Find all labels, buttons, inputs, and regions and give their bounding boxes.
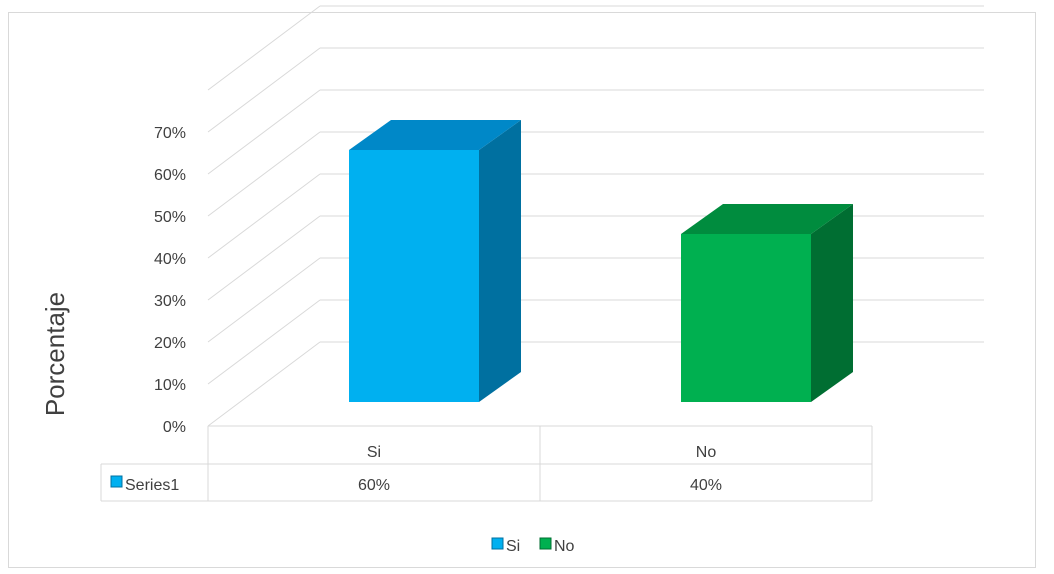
y-tick-label: 20% <box>154 335 186 352</box>
series-key-swatch <box>110 475 123 488</box>
x-tick-label: No <box>696 444 717 461</box>
y-tick-label: 60% <box>154 167 186 184</box>
bar-side-si <box>479 120 521 402</box>
gridline-side <box>207 131 321 217</box>
gridline-side <box>207 299 321 385</box>
y-tick-label: 0% <box>163 419 186 436</box>
bar-top-no <box>681 204 853 234</box>
legend-label-si: Si <box>506 538 520 555</box>
y-tick-label: 70% <box>154 125 186 142</box>
bar-no <box>681 234 811 402</box>
bar-si <box>349 150 479 402</box>
gridline-side <box>207 215 321 301</box>
gridline-side <box>207 5 321 91</box>
y-tick-label: 50% <box>154 209 186 226</box>
gridline-side <box>207 47 321 133</box>
table-value: 40% <box>690 477 722 494</box>
gridline-side <box>207 173 321 259</box>
chart-frame <box>8 12 1036 568</box>
y-axis-title: Porcentaje <box>40 292 70 416</box>
gridline-side <box>207 257 321 343</box>
bar-top-si <box>349 120 521 150</box>
bar-side-no <box>811 204 853 402</box>
series-name: Series1 <box>125 477 179 494</box>
gridline-side <box>207 89 321 175</box>
gridline-side <box>207 341 321 427</box>
y-tick-label: 40% <box>154 251 186 268</box>
legend-label-no: No <box>554 538 575 555</box>
table-value: 60% <box>358 477 390 494</box>
legend-swatch-si <box>491 537 504 550</box>
y-tick-label: 30% <box>154 293 186 310</box>
x-tick-label: Si <box>367 444 381 461</box>
y-tick-label: 10% <box>154 377 186 394</box>
legend-swatch-no <box>539 537 552 550</box>
